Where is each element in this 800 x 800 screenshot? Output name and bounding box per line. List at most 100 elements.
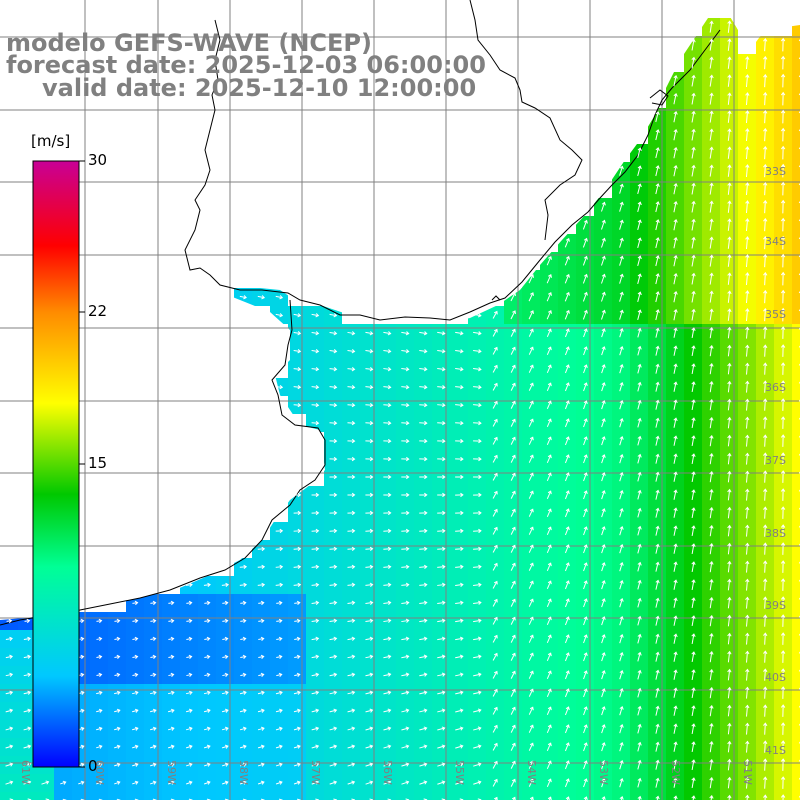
- wind-arrow: [601, 237, 606, 248]
- wind-arrow: [221, 582, 229, 588]
- wind-arrow: [132, 618, 139, 624]
- wind-arrow: [564, 382, 570, 392]
- wind-arrow: [528, 526, 534, 535]
- wind-arrow: [401, 582, 410, 587]
- wind-arrow: [455, 582, 464, 587]
- wind-arrow: [240, 600, 247, 606]
- field-cell: [162, 792, 180, 800]
- wind-arrow: [763, 109, 768, 124]
- wind-arrow: [96, 690, 103, 695]
- wind-arrow: [419, 438, 428, 444]
- wind-arrow: [655, 651, 660, 662]
- wind-arrow: [546, 598, 552, 608]
- wind-arrow: [709, 650, 714, 663]
- wind-arrow: [745, 290, 750, 304]
- wind-arrow: [150, 726, 157, 731]
- wind-arrow: [601, 670, 606, 680]
- wind-arrow: [150, 600, 157, 606]
- wind-arrow: [691, 92, 696, 105]
- wind-arrow: [583, 418, 588, 428]
- wind-arrow: [80, 798, 85, 800]
- wind-arrow: [401, 708, 410, 713]
- wind-arrow: [601, 472, 606, 482]
- wind-arrow: [329, 492, 338, 498]
- wind-arrow: [727, 596, 732, 609]
- wind-arrow: [637, 615, 642, 626]
- wind-arrow: [510, 724, 516, 733]
- wind-arrow: [727, 344, 732, 357]
- wind-arrow: [455, 564, 464, 569]
- wind-arrow: [419, 744, 428, 749]
- wind-arrow: [311, 618, 320, 623]
- wind-arrow: [727, 578, 732, 591]
- wind-arrow: [709, 452, 714, 465]
- wind-arrow: [745, 686, 750, 699]
- wind-arrow: [564, 328, 570, 338]
- wind-arrow: [473, 618, 482, 623]
- wind-arrow: [365, 546, 374, 552]
- longitude-label: 54W: [525, 760, 538, 785]
- wind-arrow: [473, 708, 482, 713]
- wind-arrow: [365, 456, 374, 462]
- wind-arrow: [763, 199, 768, 214]
- wind-arrow: [673, 272, 678, 285]
- wind-arrow: [383, 546, 392, 552]
- wind-arrow: [673, 597, 678, 608]
- wind-arrow: [546, 544, 552, 554]
- wind-arrow: [709, 56, 714, 69]
- colorbar-bar: [32, 160, 80, 768]
- coastline-islands: [491, 295, 501, 301]
- wind-arrow: [293, 582, 302, 588]
- wind-arrow: [601, 688, 606, 698]
- wind-arrow: [637, 489, 642, 500]
- wind-arrow: [745, 398, 750, 411]
- wind-arrow: [583, 364, 588, 374]
- wind-arrow: [564, 742, 570, 752]
- wind-arrow: [132, 780, 139, 785]
- wind-arrow: [727, 506, 732, 519]
- wind-arrow: [727, 362, 732, 375]
- wind-arrow: [383, 744, 392, 749]
- wind-arrow: [637, 741, 642, 752]
- wind-arrow: [691, 110, 696, 123]
- wind-arrow: [780, 145, 786, 160]
- wind-arrow: [437, 367, 446, 372]
- wind-arrow: [275, 384, 284, 390]
- model-title: modelo GEFS-WAVE (NCEP): [6, 29, 372, 57]
- latitude-label: 37S: [765, 454, 786, 467]
- field-cell: [792, 666, 800, 684]
- wind-arrow: [745, 794, 750, 800]
- wind-arrow: [419, 618, 428, 623]
- wind-arrow: [727, 416, 732, 429]
- wind-arrow: [709, 524, 714, 537]
- wind-arrow: [655, 453, 660, 464]
- wind-arrow: [763, 163, 768, 178]
- wind-arrow: [204, 672, 211, 678]
- wind-arrow: [239, 582, 248, 588]
- colorbar-tick-22: 22: [88, 302, 108, 320]
- wind-arrow: [745, 632, 750, 645]
- wind-arrow: [492, 382, 498, 391]
- field-cell: [180, 792, 198, 800]
- wind-arrow: [150, 690, 157, 695]
- wind-arrow: [547, 796, 552, 800]
- wind-arrow: [383, 367, 392, 372]
- wind-arrow: [96, 636, 103, 642]
- wind-arrow: [528, 310, 534, 320]
- wind-arrow: [637, 435, 642, 446]
- wind-arrow: [601, 634, 606, 644]
- wind-arrow: [673, 759, 678, 770]
- wind-arrow: [275, 780, 283, 785]
- wind-arrow: [473, 331, 482, 336]
- wind-arrow: [709, 560, 714, 573]
- colorbar-unit-label: [m/s]: [31, 132, 71, 150]
- wind-arrow: [619, 255, 624, 266]
- field-cell: [0, 792, 18, 800]
- field-cell: [792, 72, 800, 90]
- latitude-label: 40S: [765, 671, 786, 684]
- wind-arrow: [727, 650, 732, 663]
- wind-arrow: [473, 600, 482, 605]
- wind-arrow: [655, 543, 660, 554]
- wind-arrow: [293, 349, 302, 354]
